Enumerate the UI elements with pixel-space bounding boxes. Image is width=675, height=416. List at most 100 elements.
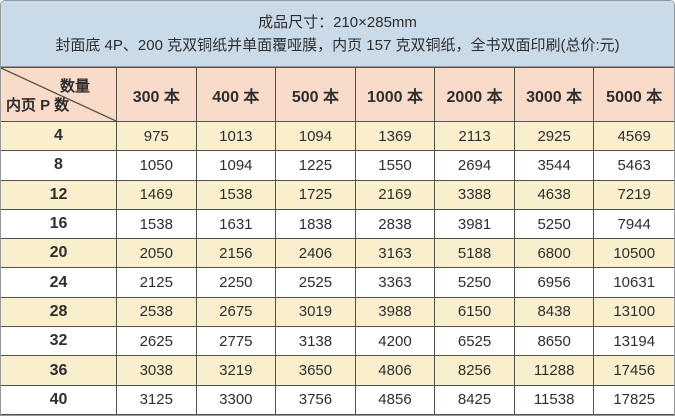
- price-cell: 3981: [435, 209, 515, 240]
- table-row: 40 3125 3300 3756 4856 8425 11538 17825: [1, 385, 674, 415]
- price-cell: 7944: [594, 209, 674, 240]
- row-label-pages: 8: [1, 151, 117, 181]
- row-label-pages: 40: [1, 385, 117, 415]
- row-label-pages: 32: [1, 327, 117, 357]
- price-cell: 2694: [435, 151, 515, 181]
- corner-label-pages: 内页 P 数: [6, 97, 70, 114]
- price-cell: 8650: [514, 327, 595, 357]
- price-cell: 2925: [514, 122, 595, 152]
- price-cell: 3388: [435, 180, 515, 210]
- price-cell: 3038: [117, 356, 197, 386]
- row-label-pages: 28: [1, 297, 117, 328]
- price-cell: 5250: [435, 268, 515, 298]
- price-table: 数量 内页 P 数 300 本 400 本 500 本 1000 本 2000 本 300…: [1, 67, 674, 415]
- price-cell: 3163: [355, 239, 436, 269]
- price-cell: 2538: [117, 297, 197, 328]
- table-row: 36 3038 3219 3650 4806 8256 11288 17456: [1, 356, 674, 386]
- price-cell: 4200: [355, 327, 436, 357]
- price-cell: 2169: [355, 180, 436, 210]
- price-cell: 4638: [514, 180, 595, 210]
- corner-label-quantity: 数量: [59, 78, 90, 95]
- price-cell: 3544: [514, 151, 595, 181]
- price-cell: 3650: [276, 356, 356, 386]
- price-cell: 2838: [355, 209, 436, 240]
- corner-cell: 数量 内页 P 数: [1, 68, 117, 122]
- price-cell: 8256: [435, 356, 515, 386]
- row-label-pages: 36: [1, 356, 117, 386]
- price-cell: 5188: [435, 239, 515, 269]
- column-header: 2000 本: [435, 68, 515, 122]
- price-cell: 2125: [117, 268, 197, 298]
- price-cell: 3363: [355, 268, 436, 298]
- table-row: 20 2050 2156 2406 3163 5188 6800 10500: [1, 239, 674, 269]
- price-cell: 2406: [276, 239, 356, 269]
- price-cell: 2156: [196, 239, 277, 269]
- price-cell: 1631: [196, 209, 277, 240]
- price-cell: 11288: [514, 356, 595, 386]
- table-row: 32 2625 2775 3138 4200 6525 8650 13194: [1, 327, 674, 357]
- price-cell: 1538: [117, 209, 197, 240]
- price-cell: 3300: [196, 385, 277, 415]
- price-cell: 4806: [355, 356, 436, 386]
- price-cell: 1050: [117, 151, 197, 181]
- price-cell: 17825: [594, 385, 674, 415]
- table-row: 24 2125 2250 2525 3363 5250 6956 10631: [1, 268, 674, 298]
- column-header: 5000 本: [594, 68, 674, 122]
- table-row: 28 2538 2675 3019 3988 6150 8438 13100: [1, 297, 674, 328]
- price-cell: 11538: [514, 385, 595, 415]
- spec-line-size: 成品尺寸：210×285mm: [258, 14, 417, 31]
- table-row: 8 1050 1094 1225 1550 2694 3544 5463: [1, 151, 674, 181]
- price-cell: 4569: [594, 122, 674, 152]
- price-cell: 13194: [594, 327, 674, 357]
- price-cell: 13100: [594, 297, 674, 328]
- spec-header: 成品尺寸：210×285mm 封面底 4P、200 克双铜纸并单面覆哑膜，内页 …: [1, 1, 674, 67]
- price-cell: 2525: [276, 268, 356, 298]
- table-row: 12 1469 1538 1725 2169 3388 4638 7219: [1, 180, 674, 210]
- price-cell: 1469: [117, 180, 197, 210]
- price-cell: 2113: [435, 122, 515, 152]
- row-label-pages: 24: [1, 268, 117, 298]
- spec-line-paper: 封面底 4P、200 克双铜纸并单面覆哑膜，内页 157 克双铜纸，全书双面印刷…: [55, 37, 620, 54]
- price-cell: 3125: [117, 385, 197, 415]
- column-header: 1000 本: [355, 68, 436, 122]
- price-cell: 17456: [594, 356, 674, 386]
- price-cell: 4856: [355, 385, 436, 415]
- row-label-pages: 12: [1, 180, 117, 210]
- table-body: 4 975 1013 1094 1369 2113 2925 4569 8 1050 1094 122…: [1, 122, 674, 415]
- row-label-pages: 20: [1, 239, 117, 269]
- price-cell: 6956: [514, 268, 595, 298]
- row-label-pages: 16: [1, 209, 117, 240]
- price-cell: 1094: [276, 122, 356, 152]
- table-row: 16 1538 1631 1838 2838 3981 5250 7944: [1, 209, 674, 240]
- price-cell: 6525: [435, 327, 515, 357]
- price-cell: 1550: [355, 151, 436, 181]
- column-header: 3000 本: [514, 68, 595, 122]
- price-cell: 3138: [276, 327, 356, 357]
- price-cell: 1838: [276, 209, 356, 240]
- price-cell: 1369: [355, 122, 436, 152]
- price-cell: 5463: [594, 151, 674, 181]
- price-cell: 3019: [276, 297, 356, 328]
- price-cell: 2675: [196, 297, 277, 328]
- price-cell: 2250: [196, 268, 277, 298]
- price-cell: 2625: [117, 327, 197, 357]
- table-header-row: 数量 内页 P 数 300 本 400 本 500 本 1000 本 2000 本 300…: [1, 67, 674, 122]
- price-cell: 1538: [196, 180, 277, 210]
- price-cell: 1225: [276, 151, 356, 181]
- price-cell: 3988: [355, 297, 436, 328]
- price-cell: 3756: [276, 385, 356, 415]
- price-cell: 6150: [435, 297, 515, 328]
- price-cell: 7219: [594, 180, 674, 210]
- price-cell: 1094: [196, 151, 277, 181]
- column-header: 400 本: [196, 68, 277, 122]
- diagonal-divider-icon: [1, 68, 116, 121]
- price-cell: 8425: [435, 385, 515, 415]
- price-cell: 5250: [514, 209, 595, 240]
- table-row: 4 975 1013 1094 1369 2113 2925 4569: [1, 122, 674, 152]
- price-cell: 2050: [117, 239, 197, 269]
- price-cell: 1013: [196, 122, 277, 152]
- price-cell: 1725: [276, 180, 356, 210]
- column-header: 300 本: [117, 68, 197, 122]
- column-header: 500 本: [276, 68, 356, 122]
